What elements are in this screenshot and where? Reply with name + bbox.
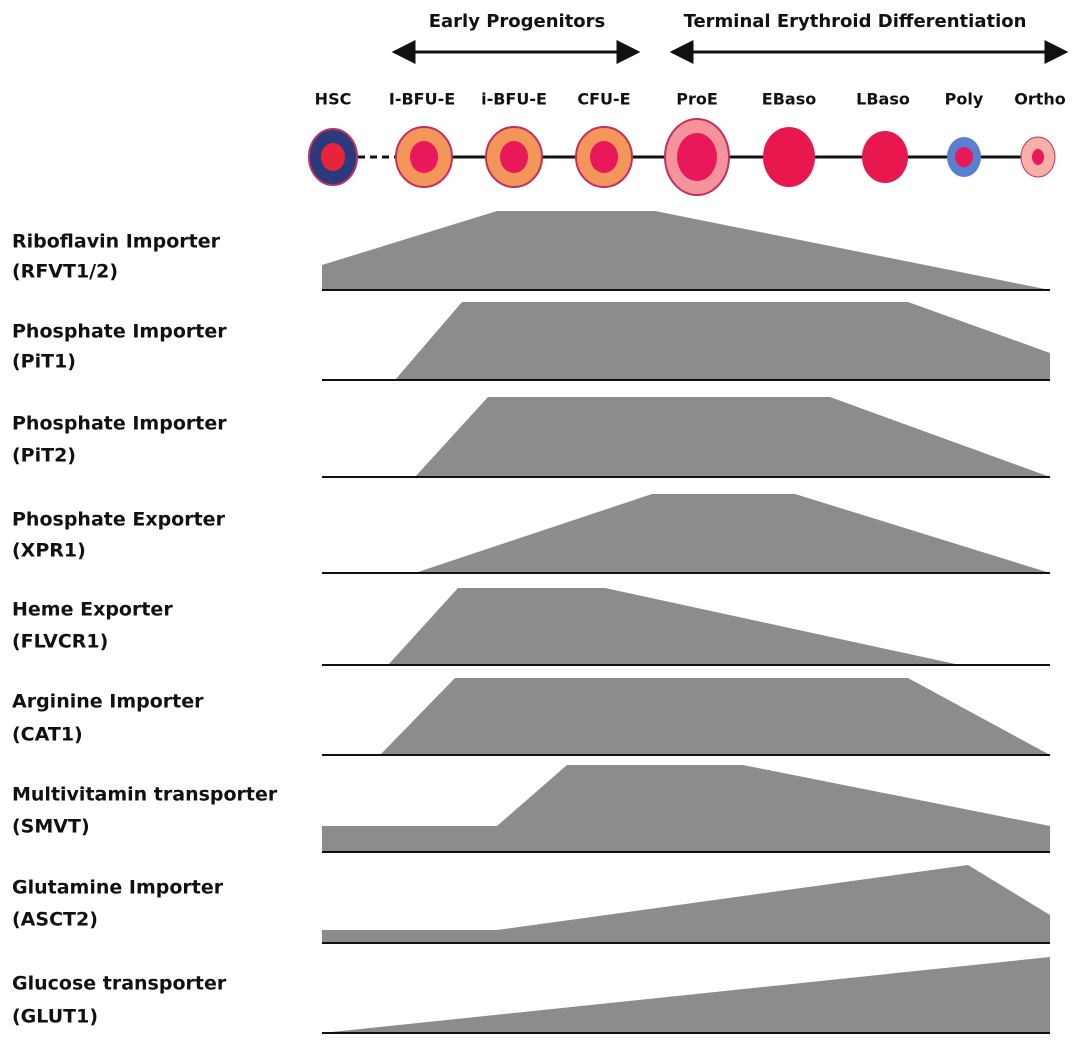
expression-profile — [388, 588, 960, 665]
row-code: (PiT1) — [12, 351, 76, 373]
group-label: Terminal Erythroid Differentiation — [684, 11, 1027, 32]
stage-label: ProE — [676, 90, 718, 109]
row-name: Glucose transporter — [12, 973, 227, 995]
stage-label: i-BFU-E — [481, 90, 547, 109]
stage-label: LBaso — [856, 90, 910, 109]
row-name: Phosphate Exporter — [12, 509, 226, 531]
row-code: (XPR1) — [12, 540, 86, 562]
row-name: Multivitamin transporter — [12, 784, 278, 806]
row-code: (PiT2) — [12, 445, 76, 467]
row-code: (CAT1) — [12, 724, 83, 746]
expression-profile — [322, 765, 1050, 852]
stage-label: HSC — [315, 90, 352, 109]
expression-profile — [322, 865, 1050, 943]
row-code: (FLVCR1) — [12, 631, 108, 653]
row-code: (GLUT1) — [12, 1006, 98, 1028]
expression-profile — [380, 678, 1050, 755]
row-name: Phosphate Importer — [12, 321, 227, 343]
row-name: Glutamine Importer — [12, 877, 224, 899]
stage-label: EBaso — [762, 90, 816, 109]
row-name: Phosphate Importer — [12, 413, 227, 435]
row-code: (SMVT) — [12, 816, 90, 838]
row-code: (RFVT1/2) — [12, 261, 118, 283]
expression-profile — [322, 957, 1050, 1033]
stage-label: I-BFU-E — [389, 90, 455, 109]
row-name: Heme Exporter — [12, 599, 173, 621]
stage-label: Ortho — [1014, 90, 1066, 109]
group-label: Early Progenitors — [429, 11, 606, 32]
row-name: Arginine Importer — [12, 691, 204, 713]
expression-profile — [415, 494, 1050, 573]
expression-profile — [415, 397, 1050, 477]
expression-profile — [395, 302, 1050, 380]
stage-label: Poly — [945, 90, 984, 109]
expression-profile — [322, 211, 1050, 290]
row-name: Riboflavin Importer — [12, 231, 221, 253]
row-code: (ASCT2) — [12, 909, 98, 931]
stage-label: CFU-E — [577, 90, 630, 109]
cells — [308, 118, 1056, 196]
